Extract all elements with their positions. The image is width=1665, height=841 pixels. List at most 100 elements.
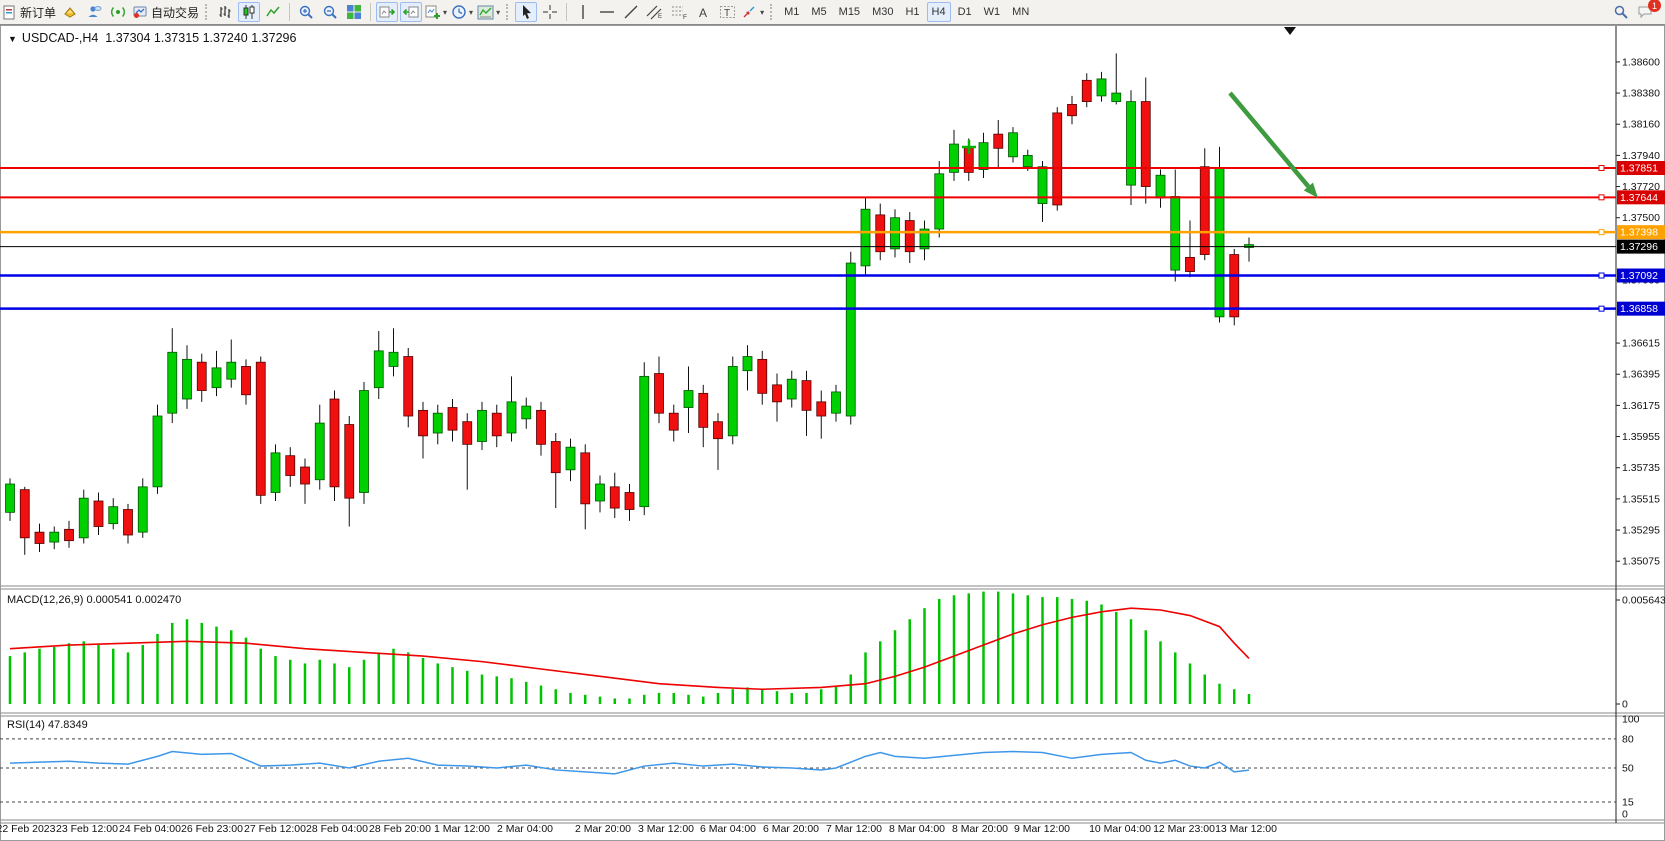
template-button[interactable]: ▾ [476,2,501,22]
arrows-tool-icon [743,6,755,18]
person-cloud-icon [88,6,102,17]
svg-text:12 Mar 23:00: 12 Mar 23:00 [1153,823,1215,835]
tab-timeframe-m5[interactable]: M5 [811,6,827,18]
tile-windows-icon [347,5,362,19]
profile-next-button[interactable] [400,2,423,22]
toolbar-grip [506,4,510,20]
svg-text:1 Mar 12:00: 1 Mar 12:00 [434,823,490,835]
text-a-icon: A [699,6,707,20]
text-label-icon: T [719,6,735,19]
template-icon [477,5,494,19]
macd-histogram [8,591,1251,704]
svg-text:26 Feb 23:00: 26 Feb 23:00 [181,823,243,835]
notifications-button[interactable]: 1 [1634,0,1661,22]
svg-text:24 Feb 04:00: 24 Feb 04:00 [119,823,181,835]
svg-text:1.35295: 1.35295 [1622,525,1660,537]
horizontal-line-button[interactable] [596,2,618,22]
new-order-icon [3,5,15,19]
period-button[interactable]: ▾ [450,2,474,22]
chart-arrow-left-icon [403,6,419,18]
svg-text:28 Feb 20:00: 28 Feb 20:00 [369,823,431,835]
trendline-icon [624,5,638,19]
tab-timeframe-m15[interactable]: M15 [838,6,861,18]
tab-timeframe-m1[interactable]: M1 [784,6,800,18]
svg-text:1.35075: 1.35075 [1622,556,1660,568]
toolbar: 新订单 自动交易 [0,0,1665,25]
down-arrow-head [1303,182,1318,198]
text-label-button[interactable]: T [716,2,738,22]
text-button[interactable]: A [692,2,714,22]
new-chart-icon [425,5,441,19]
auto-trading-button[interactable]: 自动交易 [131,2,200,22]
svg-text:1.37940: 1.37940 [1622,150,1660,162]
svg-text:8 Mar 04:00: 8 Mar 04:00 [889,823,945,835]
candlestick-chart-button[interactable] [238,2,261,22]
fibonacci-icon: F [672,6,687,20]
svg-text:T: T [724,8,730,19]
svg-text:10 Mar 04:00: 10 Mar 04:00 [1089,823,1151,835]
new-order-button[interactable]: 新订单 [1,2,57,22]
new-order-label: 新订单 [20,5,57,20]
down-arrow-annotation [1228,91,1311,188]
channel-icon: E [646,5,662,20]
vertical-line-button[interactable] [572,2,594,22]
trendline-button[interactable] [620,2,642,22]
svg-text:1.37500: 1.37500 [1622,212,1660,224]
chart-title-text: USDCAD-,H4 1.37304 1.37315 1.37240 1.372… [21,31,297,45]
toolbar-grip [205,4,209,20]
tab-timeframe-w1[interactable]: W1 [983,6,1001,18]
svg-text:8 Mar 20:00: 8 Mar 20:00 [952,823,1008,835]
arrows-tool-button[interactable]: ▾ [740,2,765,22]
gold-icon [64,7,76,18]
svg-text:A: A [699,6,707,20]
chart-shift-marker [1284,27,1296,35]
svg-text:100: 100 [1622,714,1640,726]
bar-chart-button[interactable] [214,2,236,22]
svg-text:80: 80 [1622,734,1634,746]
svg-text:7 Mar 12:00: 7 Mar 12:00 [826,823,882,835]
community-button[interactable] [83,2,105,22]
auto-trading-icon [133,6,147,18]
svg-text:23 Feb 12:00: 23 Feb 12:00 [56,823,118,835]
signals-button[interactable] [107,2,129,22]
zoom-in-button[interactable] [295,2,317,22]
chevron-down-icon: ▾ [443,7,448,17]
time-axis: 22 Feb 2023 23 Feb 12:00 24 Feb 04:00 26 Fe… [0,823,1277,835]
svg-text:0.005643: 0.005643 [1622,595,1665,607]
zoom-out-button[interactable] [319,2,341,22]
toolbar-separator [566,3,568,21]
svg-text:1.37644: 1.37644 [1620,192,1658,204]
tab-timeframe-d1[interactable]: D1 [957,6,972,18]
profile-prev-button[interactable] [376,2,399,22]
crosshair-button[interactable] [539,2,561,22]
svg-text:2 Mar 04:00: 2 Mar 04:00 [497,823,553,835]
line-chart-button[interactable] [262,2,284,22]
price-badges: 1.37851 1.37644 1.37398 1.37092 1.36858 1.372… [1617,161,1665,316]
fibonacci-button[interactable]: F [668,2,690,22]
svg-text:9 Mar 12:00: 9 Mar 12:00 [1014,823,1070,835]
symbols-button[interactable] [59,2,81,22]
tab-timeframe-h1[interactable]: H1 [905,6,920,18]
tile-windows-button[interactable] [343,2,365,22]
rsi-indicator-label: RSI(14) 47.8349 [7,719,88,731]
toolbar-separator [289,3,291,21]
cursor-button[interactable] [515,2,538,22]
notification-badge: 1 [1648,0,1661,12]
vertical-line-icon [582,5,584,19]
tab-timeframe-h4[interactable]: H4 [926,2,951,22]
price-lines[interactable] [0,165,1616,312]
cursor-icon [522,5,531,19]
new-chart-button[interactable]: ▾ [424,2,448,22]
horizontal-line-icon [600,11,615,13]
tab-timeframe-mn[interactable]: MN [1012,6,1030,18]
svg-text:6 Mar 04:00: 6 Mar 04:00 [700,823,756,835]
svg-text:1.37398: 1.37398 [1620,227,1658,239]
tab-timeframe-m30[interactable]: M30 [872,6,894,18]
svg-text:1.37092: 1.37092 [1620,270,1658,282]
equidistant-channel-button[interactable]: E [644,2,666,22]
search-button[interactable] [1610,2,1632,22]
svg-text:1.38600: 1.38600 [1622,56,1660,68]
svg-text:F: F [683,14,687,20]
svg-text:3 Mar 12:00: 3 Mar 12:00 [638,823,694,835]
